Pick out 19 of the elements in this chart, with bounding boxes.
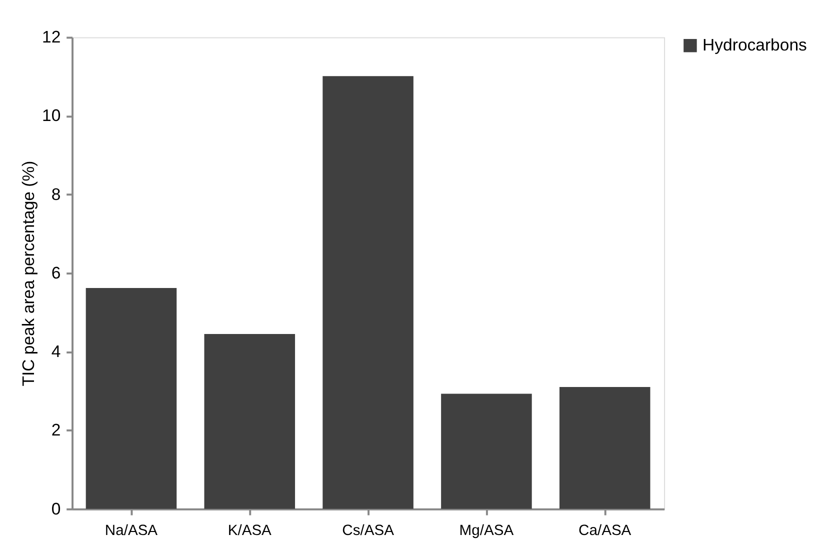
- y-tick-label: 2: [51, 420, 61, 440]
- y-tick-label: 8: [51, 184, 61, 204]
- y-tick-label: 0: [51, 499, 61, 518]
- x-tick-label: Cs/ASA: [342, 523, 394, 540]
- legend-label: Hydrocarbons: [702, 36, 807, 55]
- x-tick-label: Na/ASA: [104, 523, 158, 540]
- x-tick-label: K/ASA: [228, 523, 272, 540]
- bar: [204, 334, 296, 509]
- y-tick-label: 6: [51, 263, 61, 282]
- x-tick-label: Ca/ASA: [578, 523, 632, 540]
- bar: [86, 288, 177, 509]
- y-tick-label: 4: [51, 342, 61, 362]
- x-tick-label: Mg/ASA: [459, 523, 514, 540]
- y-tick-label: 12: [42, 28, 61, 47]
- bar: [441, 394, 532, 509]
- y-tick-label: 10: [42, 106, 61, 126]
- bar: [559, 387, 650, 509]
- bar: [322, 76, 414, 509]
- y-axis-title: TIC peak area percentage (%): [19, 160, 38, 386]
